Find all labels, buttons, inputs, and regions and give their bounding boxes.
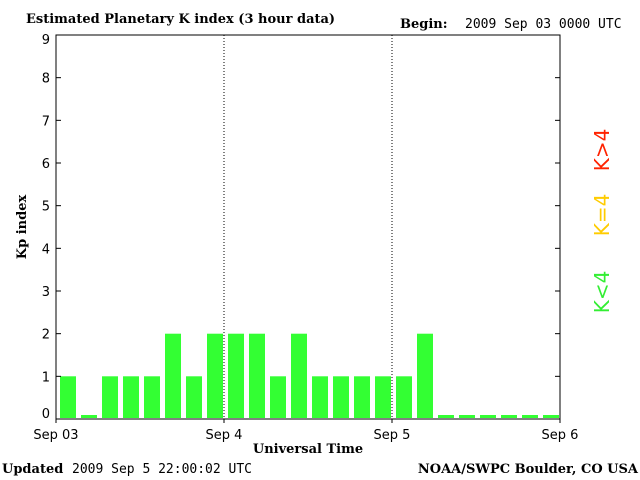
bar (354, 376, 370, 418)
y-tick-label: 9 (42, 33, 50, 48)
legend-k-above-4: K>4 (590, 129, 614, 172)
y-axis-ticks: 0 1 2 3 4 5 6 7 8 9 (42, 33, 560, 422)
begin-label: Begin: (400, 17, 448, 32)
y-tick-label: 0 (42, 407, 50, 422)
begin-value: 2009 Sep 03 0000 UTC (465, 17, 622, 32)
source-label: NOAA/SWPC Boulder, CO USA (418, 462, 639, 477)
bar (312, 376, 328, 418)
bars-group (60, 333, 559, 418)
y-tick-label: 2 (42, 328, 50, 343)
day-separators (223, 35, 393, 419)
bar (333, 376, 349, 418)
bar (480, 415, 496, 418)
y-tick-label: 8 (42, 72, 50, 87)
bar (522, 415, 538, 418)
bar (165, 333, 181, 418)
y-tick-label: 1 (42, 370, 50, 385)
bar (375, 376, 391, 418)
bar (81, 415, 97, 418)
updated-value: 2009 Sep 5 22:00:02 UTC (72, 462, 252, 477)
bar (228, 333, 244, 418)
x-axis-label: Universal Time (253, 442, 363, 457)
bar (144, 376, 160, 418)
bar (186, 376, 202, 418)
bar (123, 376, 139, 418)
x-tick-label: Sep 5 (374, 428, 411, 443)
y-tick-label: 5 (42, 200, 50, 215)
bar (60, 376, 76, 418)
y-tick-label: 6 (42, 157, 50, 172)
x-tick-label: Sep 03 (33, 428, 78, 443)
bar (249, 333, 265, 418)
bar (270, 376, 286, 418)
legend-k-below-4: K<4 (590, 271, 614, 314)
bar (396, 376, 412, 418)
bar (291, 333, 307, 418)
bar (543, 415, 559, 418)
x-tick-label: Sep 4 (206, 428, 243, 443)
y-axis-label: Kp index (15, 195, 30, 260)
legend-k-equal-4: K=4 (590, 194, 614, 237)
x-axis-ticks: Sep 03 Sep 4 Sep 5 Sep 6 (33, 419, 578, 443)
y-tick-label: 4 (42, 242, 50, 257)
y-tick-label: 7 (42, 114, 50, 129)
bar (501, 415, 517, 418)
plot-area (55, 34, 561, 420)
bar (207, 333, 223, 418)
bar (459, 415, 475, 418)
bar (438, 415, 454, 418)
bar (417, 333, 433, 418)
y-tick-label: 3 (42, 285, 50, 300)
chart-title: Estimated Planetary K index (3 hour data… (26, 12, 335, 27)
x-tick-label: Sep 6 (542, 428, 579, 443)
updated-label: Updated (2, 462, 63, 477)
bar (102, 376, 118, 418)
